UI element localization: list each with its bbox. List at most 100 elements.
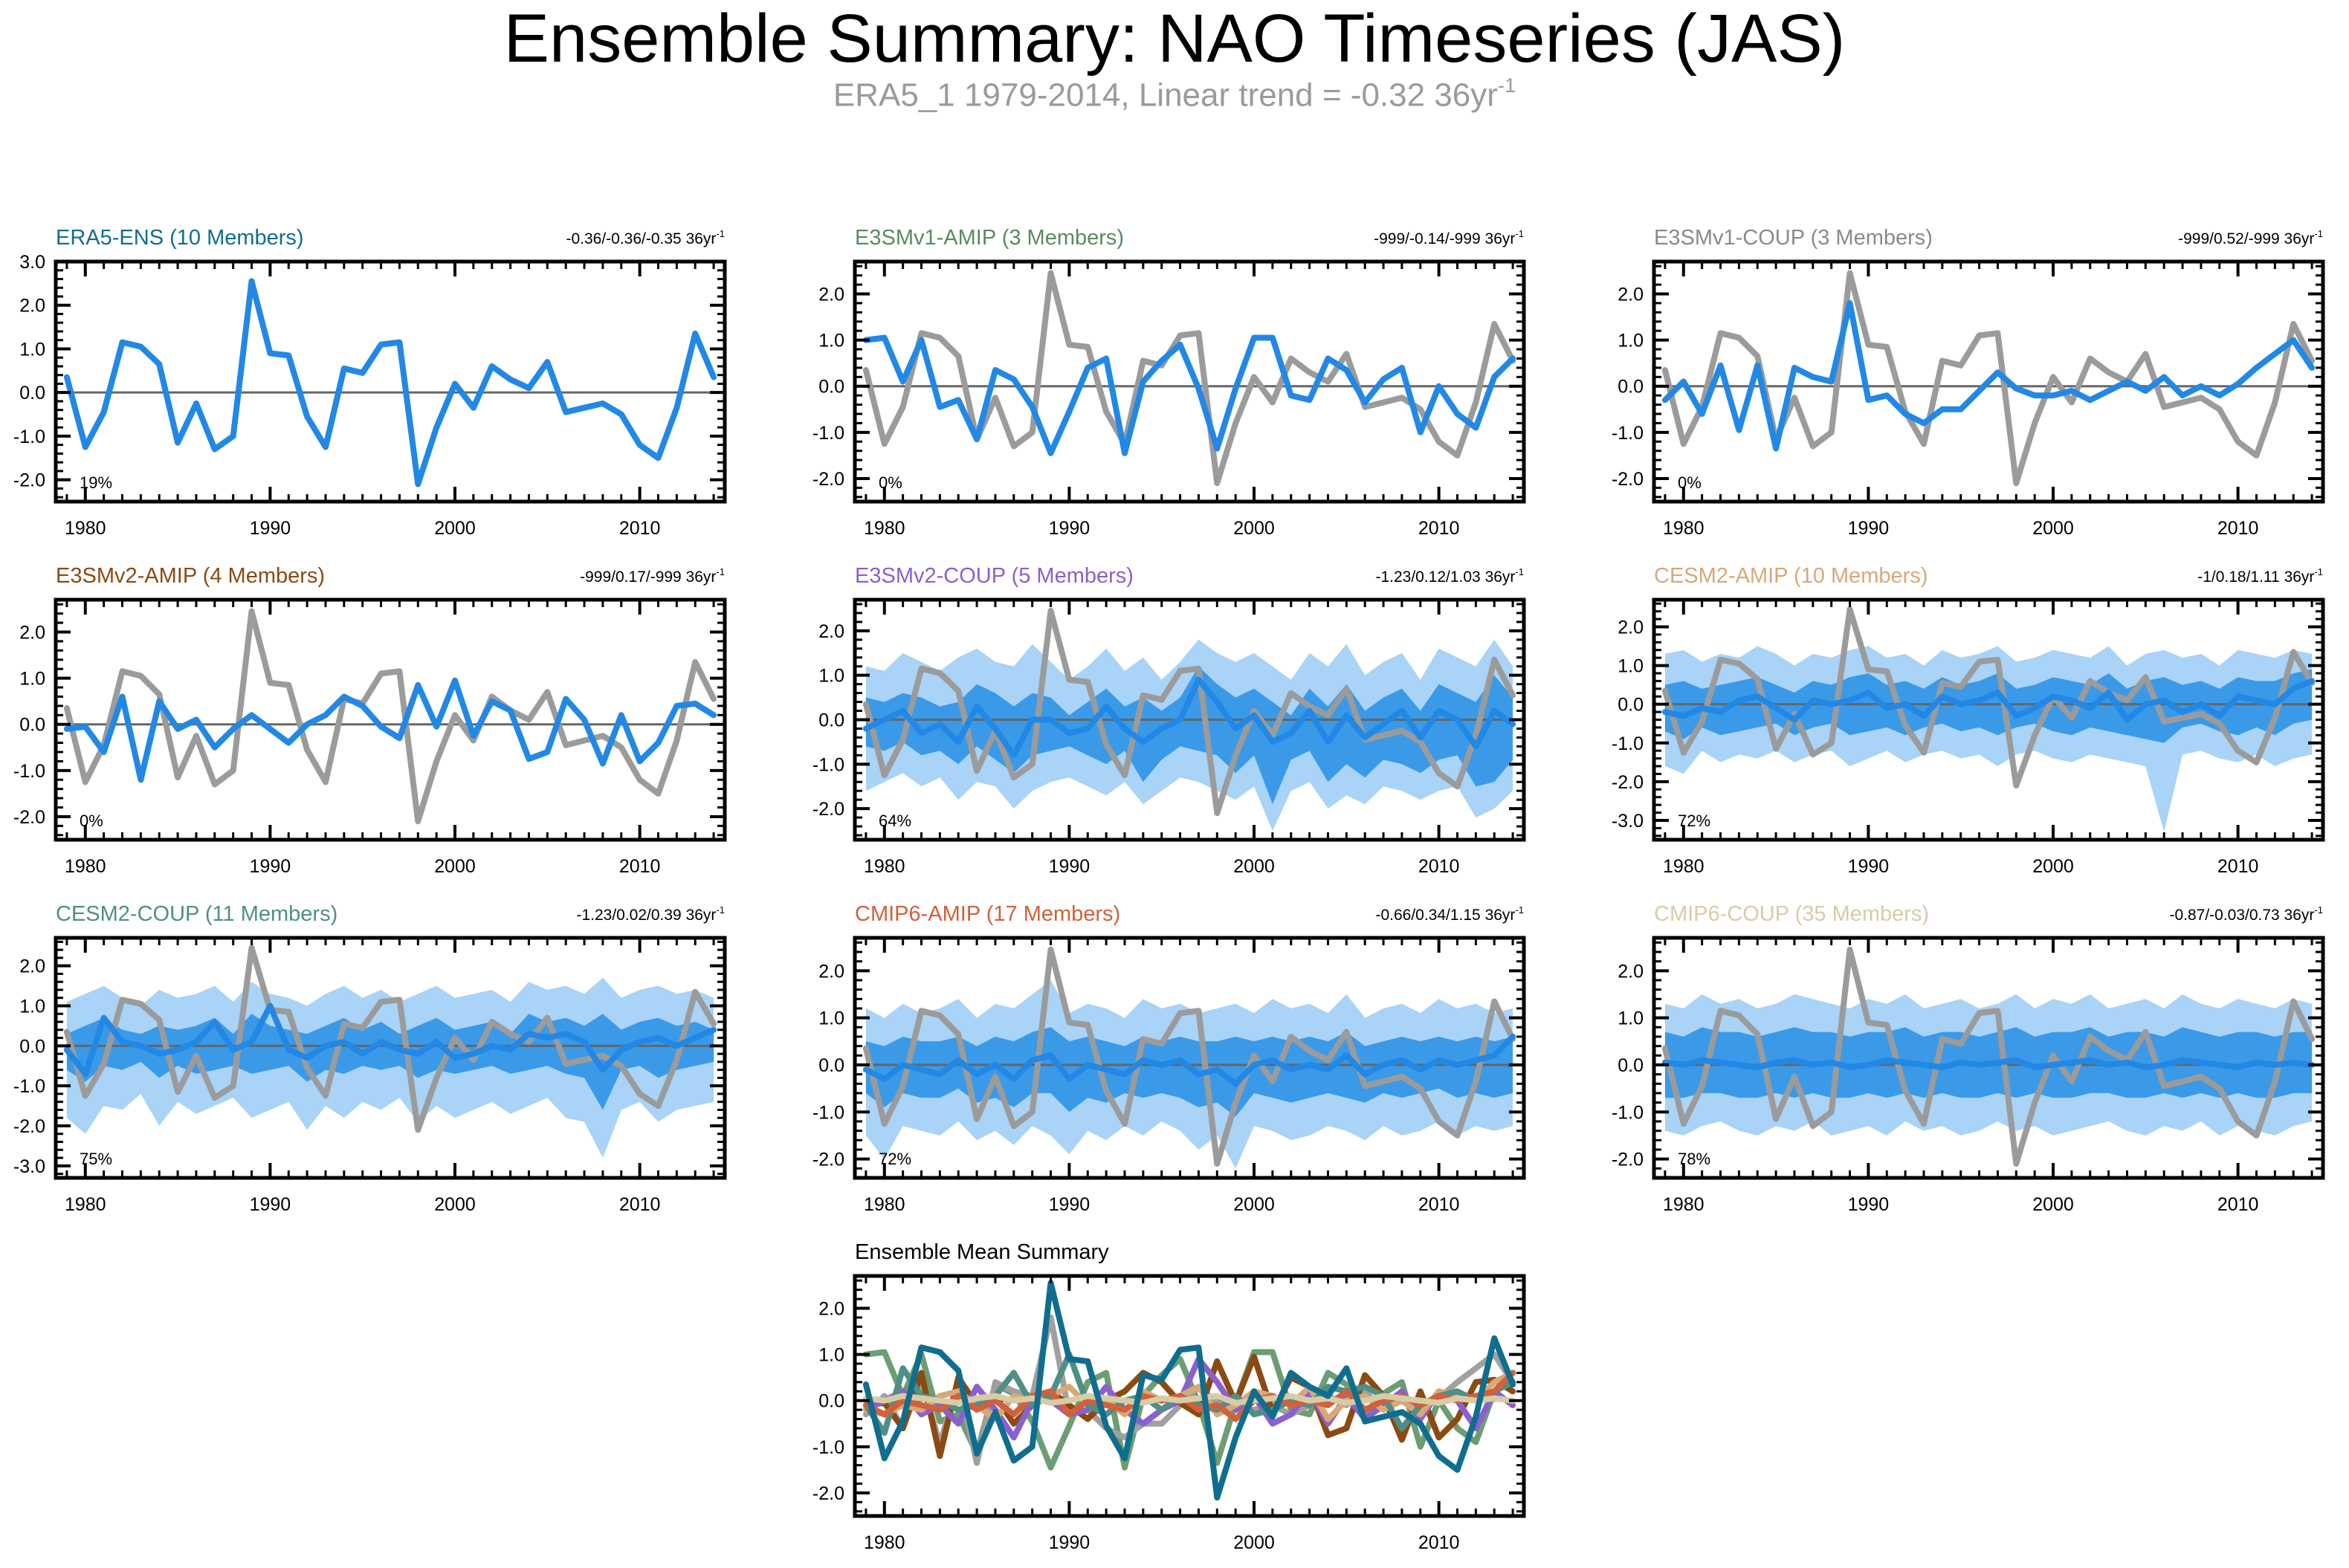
series-line-e3smv1-amip-ensemble-mean	[862, 334, 1516, 456]
series-line-e3smv2-amip-ensemble-mean	[63, 677, 717, 783]
y-tick-label: 0.0	[19, 383, 45, 404]
x-tick-label: 2010	[1418, 1194, 1460, 1215]
panel-title: CESM2-AMIP (10 Members)	[1654, 564, 1928, 588]
y-tick-label: -1.0	[1612, 733, 1644, 754]
y-tick-label: 2.0	[19, 296, 45, 317]
y-tick-label: -1.0	[812, 1437, 844, 1458]
y-tick-label: 0.0	[1618, 1055, 1644, 1076]
y-tick-label: 2.0	[818, 961, 844, 982]
y-tick-label: 1.0	[19, 669, 45, 690]
percent-annotation: 19%	[80, 473, 112, 492]
panel-cmip6-amip: CMIP6-AMIP (17 Members) -0.66/0.34/1.15 3…	[799, 892, 1542, 1230]
y-tick-label: -2.0	[13, 470, 45, 491]
x-tick-label: 2010	[1418, 518, 1460, 539]
y-tick-label: -2.0	[812, 799, 844, 820]
x-tick-label: 2000	[434, 1194, 476, 1215]
y-tick-label: 1.0	[19, 997, 45, 1017]
y-tick-label: 3.0	[19, 252, 45, 273]
y-tick-label: -2.0	[1612, 1150, 1644, 1170]
plot-frame	[1652, 259, 2325, 504]
panel-trend: -0.66/0.34/1.15 36yr-1	[1375, 904, 1524, 924]
panel-trend-exponent: -1	[1515, 566, 1524, 577]
y-tick-label: 0.0	[818, 1055, 844, 1076]
x-tick-label: 1980	[864, 856, 905, 877]
panel-cmip6-coup: CMIP6-COUP (35 Members) -0.87/-0.03/0.73 …	[1598, 892, 2342, 1230]
panel-trend: -999/0.52/-999 36yr-1	[2178, 227, 2323, 248]
series-line-era5-1-observed	[1661, 606, 2316, 789]
x-tick-label: 2000	[2032, 1194, 2074, 1215]
panel-trend: -0.87/-0.03/0.73 36yr-1	[2169, 904, 2323, 924]
percent-annotation: 0%	[1678, 473, 1702, 492]
panel-trend-text: -0.36/-0.36/-0.35 36yr	[566, 230, 717, 247]
x-tick-label: 2010	[1418, 1532, 1460, 1553]
series-line-era5-1-observed	[862, 608, 1516, 817]
percent-annotation: 0%	[879, 473, 902, 492]
y-tick-label: 0.0	[19, 715, 45, 736]
panel-title: E3SMv2-COUP (5 Members)	[855, 564, 1134, 588]
panel-e3smv2-coup: E3SMv2-COUP (5 Members) -1.23/0.12/1.03 3…	[799, 554, 1542, 892]
y-tick-label: 0.0	[1618, 695, 1644, 716]
panel-title: CESM2-COUP (11 Members)	[56, 902, 338, 926]
panel-plot: 2.0 1.0 0.0 -1.0 -2.0 1980 1990 2000 2010	[812, 1274, 1526, 1553]
y-tick-label: 2.0	[818, 621, 844, 642]
series-line-e3smv1-coup-ensemble-mean	[1661, 299, 2316, 452]
figure-subtitle-exponent: -1	[1497, 74, 1516, 97]
panel-plot: 2.0 1.0 0.0 -1.0 -2.0 -3.0 1980 1990 2000 2010 72%	[1612, 597, 2325, 877]
x-tick-label: 2010	[619, 518, 661, 539]
y-tick-label: -1.0	[812, 1102, 844, 1123]
y-tick-label: -1.0	[812, 754, 844, 775]
x-tick-label: 1990	[1848, 856, 1890, 877]
panel-trend-text: -1/0.18/1.11 36yr	[2197, 568, 2315, 586]
x-tick-label: 1990	[1049, 1532, 1091, 1553]
x-tick-label: 1990	[250, 518, 291, 539]
x-tick-label: 1980	[1663, 856, 1705, 877]
x-tick-label: 2000	[2032, 856, 2074, 877]
panel-trend-exponent: -1	[716, 904, 725, 916]
series-line-cmip6-coup-ensemble-mean	[1661, 1057, 2316, 1071]
series-line-era5-1-observed	[862, 270, 1516, 487]
panel-trend-text: -0.66/0.34/1.15 36yr	[1375, 907, 1516, 924]
x-tick-label: 2000	[434, 856, 476, 877]
x-tick-label: 2000	[1233, 1194, 1275, 1215]
series-line-cesm2-coup-ensemble-mean	[63, 1002, 717, 1077]
y-tick-label: 2.0	[1618, 284, 1644, 305]
y-tick-label: 0.0	[1618, 377, 1644, 398]
y-tick-label: 0.0	[818, 377, 844, 398]
y-tick-label: -1.0	[1612, 423, 1644, 444]
y-tick-label: 2.0	[1618, 617, 1644, 638]
plot-frame	[54, 597, 727, 842]
panel-plot: 2.0 1.0 0.0 -1.0 -2.0 1980 1990 2000 2010 0%	[812, 259, 1526, 539]
panel-trend-text: -999/-0.14/-999 36yr	[1374, 230, 1516, 247]
y-tick-label: -2.0	[1612, 469, 1644, 490]
percent-annotation: 75%	[80, 1150, 112, 1168]
y-tick-label: -1.0	[13, 1076, 45, 1097]
x-tick-label: 2000	[1233, 856, 1275, 877]
figure-title: Ensemble Summary: NAO Timeseries (JAS)	[503, 1, 1846, 77]
x-tick-label: 1980	[1663, 1194, 1705, 1215]
y-tick-label: -1.0	[13, 427, 45, 447]
band-range	[1664, 646, 2313, 832]
series-line-era5-ens-ensemble-mean	[63, 278, 717, 487]
series-line-era5-ens	[862, 1280, 1516, 1501]
series-line-era5-1-observed	[862, 946, 1516, 1167]
panel-title: E3SMv1-AMIP (3 Members)	[855, 226, 1125, 250]
x-tick-label: 2000	[1233, 1532, 1275, 1553]
panel-plot: 2.0 1.0 0.0 -1.0 -2.0 1980 1990 2000 2010 78%	[1612, 936, 2325, 1215]
panel-e3smv1-amip: E3SMv1-AMIP (3 Members) -999/-0.14/-999 3…	[799, 216, 1542, 554]
series-line-cmip6-coup	[862, 1393, 1516, 1406]
x-tick-label: 2010	[1418, 856, 1460, 877]
x-tick-label: 2000	[2032, 518, 2074, 539]
series-line-cesm2-amip	[862, 1370, 1516, 1422]
panel-plot: 2.0 1.0 0.0 -1.0 -2.0 1980 1990 2000 2010 0%	[13, 597, 727, 877]
x-tick-label: 1980	[864, 518, 905, 539]
y-tick-label: -2.0	[812, 469, 844, 490]
y-tick-label: 0.0	[818, 1391, 844, 1412]
y-tick-label: 1.0	[818, 1008, 844, 1029]
series-line-e3smv2-coup-ensemble-mean	[862, 676, 1516, 759]
x-tick-label: 1980	[65, 518, 106, 539]
panel-trend-exponent: -1	[2314, 227, 2323, 239]
x-tick-label: 1990	[1049, 1194, 1091, 1215]
y-tick-label: -3.0	[13, 1156, 45, 1177]
series-line-era5-1-observed	[63, 945, 717, 1133]
panel-trend-exponent: -1	[716, 566, 725, 577]
